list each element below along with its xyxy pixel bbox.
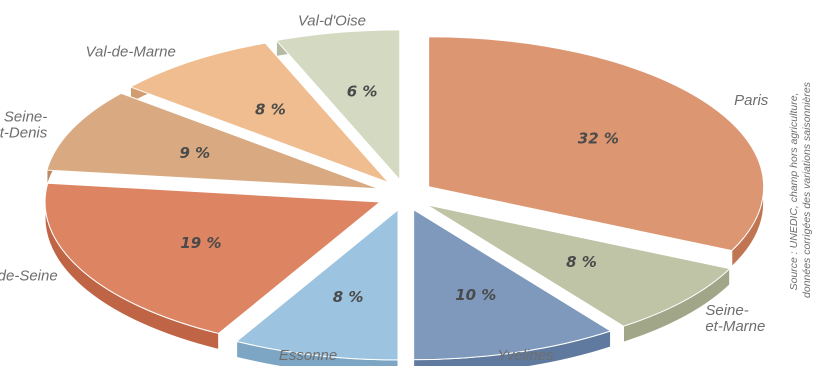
value-label-hauts-de-seine: 19 % bbox=[180, 234, 221, 252]
pie-slice-val-d-oise bbox=[275, 29, 401, 182]
pie-slices bbox=[44, 29, 765, 366]
pie-slice-yvelines bbox=[413, 208, 612, 366]
pie-slice-val-de-marne bbox=[129, 42, 389, 184]
source-line-2: données corrigées des variations saisonn… bbox=[801, 81, 813, 298]
value-label-paris: 32 % bbox=[578, 130, 619, 148]
value-label-seine-st-denis: 9 % bbox=[179, 144, 210, 162]
source-line-1: Source : UNEDIC, champ hors agriculture, bbox=[788, 93, 800, 291]
pie-slice-seine-et-marne bbox=[426, 204, 731, 343]
category-label-val-d-oise: Val-d'Oise bbox=[298, 13, 366, 30]
source-note: Source : UNEDIC, champ hors agriculture,… bbox=[788, 81, 813, 298]
pie-slice-seine-st-denis bbox=[46, 92, 380, 190]
category-label-yvelines: Yvelines bbox=[497, 347, 554, 364]
value-label-seine-et-marne: 8 % bbox=[566, 253, 597, 271]
category-label-paris: Paris bbox=[734, 92, 769, 109]
pie-slice-paris bbox=[428, 36, 765, 268]
category-label-hauts-de-seine: Hauts-de-Seine bbox=[0, 268, 58, 285]
pie-slice-hauts-de-seine bbox=[44, 182, 382, 351]
category-label-val-de-marne: Val-de-Marne bbox=[86, 43, 176, 60]
value-label-val-de-marne: 8 % bbox=[255, 101, 286, 119]
category-label-essonne: Essonne bbox=[279, 347, 337, 364]
pie-slice-top-hauts-de-seine bbox=[44, 182, 382, 334]
pie-slice-essonne bbox=[235, 208, 399, 366]
value-label-val-d-oise: 6 % bbox=[347, 82, 378, 100]
pie-category-labels: Val-d'Oise Val-de-Marne Paris Seine-St-Deni… bbox=[0, 13, 769, 364]
category-label-seine-et-marne: Seine-et-Marne bbox=[705, 302, 765, 335]
pie-slice-top-val-de-marne bbox=[129, 42, 389, 184]
pie-slice-top-val-d-oise bbox=[275, 29, 401, 182]
value-label-essonne: 8 % bbox=[333, 288, 364, 306]
pie-slice-top-yvelines bbox=[413, 208, 612, 361]
pie-slice-top-seine-et-marne bbox=[426, 204, 731, 327]
category-label-seine-st-denis: Seine-St-Denis bbox=[0, 109, 48, 142]
pie-slice-top-essonne bbox=[235, 208, 399, 361]
pie-slice-top-paris bbox=[428, 36, 765, 252]
pie-slice-top-seine-st-denis bbox=[46, 92, 380, 190]
pie-value-labels: 6 % 8 % 32 % 9 % 19 % 8 % 10 % 8 % bbox=[179, 82, 618, 306]
value-label-yvelines: 10 % bbox=[455, 286, 496, 304]
